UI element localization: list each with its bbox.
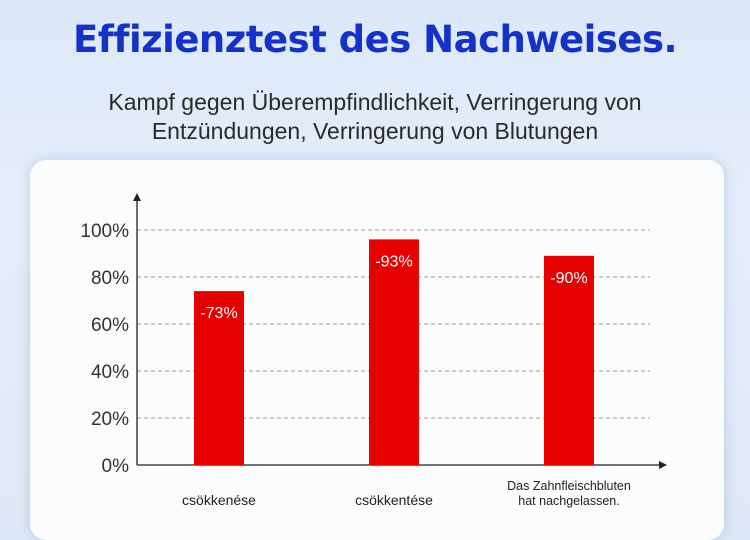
x-axis-arrow (659, 461, 667, 469)
y-tick-label: 0% (102, 456, 130, 477)
y-tick-label: 80% (91, 268, 129, 289)
page-title: Effizienztest des Nachweises. (72, 18, 678, 61)
y-tick-label: 60% (91, 315, 129, 336)
y-axis-arrow (133, 193, 141, 201)
bar (194, 291, 244, 465)
bar (369, 239, 419, 465)
subtitle-line-2: Entzündungen, Verringerung von Blutungen (151, 118, 599, 144)
x-category-label: csökkenése (182, 492, 256, 508)
x-category-label: Das Zahnfleischbluten (507, 479, 631, 493)
x-category-label: csökkentése (355, 492, 433, 508)
bar-data-label: -93% (375, 253, 412, 270)
bar-chart: 0% 20% 40% 60% 80% 100% -73% csökkenése -93% csök… (80, 193, 667, 508)
x-category-label: hat nachgelassen. (518, 494, 619, 508)
y-tick-label: 20% (91, 409, 129, 430)
bar-data-label: -90% (550, 270, 587, 287)
bar-data-label: -73% (200, 305, 237, 322)
subtitle-line-1: Kampf gegen Überempfindlichkeit, Verring… (108, 89, 642, 115)
y-tick-label: 100% (80, 221, 129, 242)
page-subtitle: Kampf gegen Überempfindlichkeit, Verring… (0, 88, 750, 146)
bar (544, 255, 594, 465)
y-tick-label: 40% (91, 362, 129, 383)
